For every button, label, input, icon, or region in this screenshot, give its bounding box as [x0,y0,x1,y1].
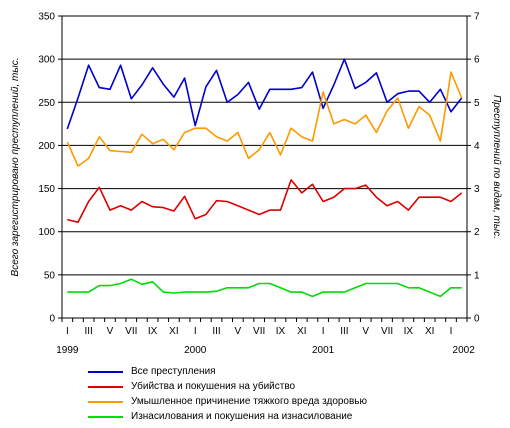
x-month-label: III [340,326,348,337]
x-year-label: 1999 [56,345,79,356]
right-tick-label: 2 [474,227,480,238]
left-tick-label: 50 [44,270,56,281]
x-year-label: 2001 [312,345,335,356]
x-month-label: VII [125,326,137,337]
x-month-label: IX [148,326,158,337]
legend-item: Убийства и покушения на убийство [88,379,488,394]
legend-item: Все преступления [88,364,488,379]
left-tick-label: 350 [38,12,55,23]
series-line [66,71,463,167]
left-tick-label: 250 [38,98,55,109]
x-month-label: V [107,326,114,337]
right-tick-label: 3 [474,184,480,195]
right-tick-label: 6 [474,55,480,66]
series-line [67,179,463,223]
legend-item: Изнасилования и покушения на изнасилован… [88,409,488,424]
left-tick-label: 200 [38,141,55,152]
legend-label: Изнасилования и покушения на изнасилован… [131,411,353,422]
right-tick-label: 0 [474,314,480,325]
left-axis-title: Всего зарегистрировано преступлений, тыс… [10,58,21,277]
right-tick-label: 5 [474,98,480,109]
x-month-label: III [84,326,92,337]
right-tick-label: 4 [474,141,480,152]
legend-swatch [88,415,123,418]
x-month-label: XI [169,326,178,337]
legend-swatch [88,370,123,373]
series-line [67,278,462,298]
x-month-label: XI [425,326,434,337]
legend-swatch [88,400,123,403]
legend-item: Умышленное причинение тяжкого вреда здор… [88,394,488,409]
x-month-label: I [66,326,69,337]
x-year-label: 2000 [184,345,207,356]
x-month-label: VII [253,326,265,337]
left-tick-label: 150 [38,184,55,195]
plot-frame [61,15,468,319]
left-tick-label: 0 [49,314,55,325]
right-axis-title: Преступлений по видам, тыс. [491,95,502,239]
series-line [66,58,463,130]
x-month-label: VII [381,326,393,337]
legend: Все преступления Убийства и покушения на … [88,364,488,424]
legend-label: Все преступления [131,366,216,377]
left-tick-label: 100 [38,227,55,238]
x-month-label: XI [297,326,306,337]
left-tick-label: 300 [38,55,55,66]
legend-swatch [88,385,123,388]
right-tick-label: 7 [474,12,480,23]
x-month-label: V [362,326,369,337]
right-tick-label: 1 [474,270,480,281]
x-month-label: III [212,326,220,337]
x-month-label: I [450,326,453,337]
x-month-label: IX [276,326,286,337]
legend-label: Умышленное причинение тяжкого вреда здор… [131,396,368,407]
x-month-label: V [235,326,242,337]
legend-label: Убийства и покушения на убийство [131,381,296,392]
x-month-label: IX [404,326,414,337]
x-year-label: 2002 [453,345,476,356]
x-month-label: I [194,326,197,337]
x-month-label: I [322,326,325,337]
